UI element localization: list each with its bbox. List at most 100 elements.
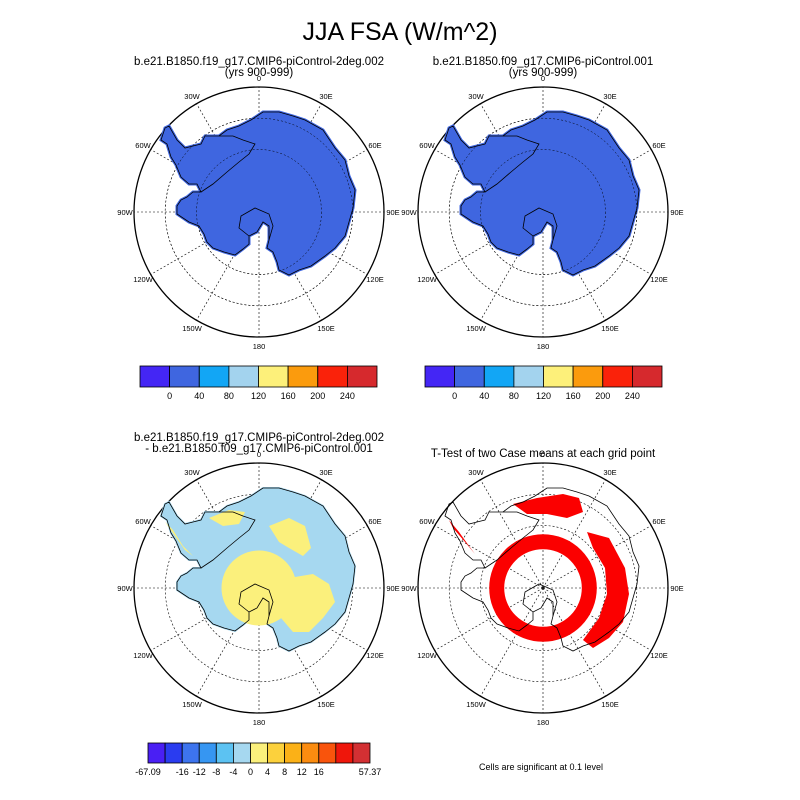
longitude-label: 120W <box>417 651 438 660</box>
colorbar-swatch <box>543 365 574 388</box>
colorbar-label: 80 <box>509 391 519 401</box>
colorbar-swatch <box>287 365 319 388</box>
longitude-label: 0 <box>541 74 545 83</box>
colorbar-label: 240 <box>340 391 355 401</box>
meridian-line <box>542 525 652 589</box>
significance-footnote: Cells are significant at 0.1 level <box>479 762 603 772</box>
longitude-label: 0 <box>257 74 261 83</box>
longitude-label: 150E <box>317 700 335 709</box>
colorbar-label: 8 <box>282 767 287 777</box>
longitude-label: 90W <box>401 584 417 593</box>
parallel-overlay <box>164 117 354 307</box>
longitude-label: 30E <box>319 92 332 101</box>
longitude-label: 60E <box>652 517 665 526</box>
panel-case2-title: b.e21.B1850.f09_g17.CMIP6-piControl.001 <box>433 56 654 68</box>
longitude-label: 90E <box>386 584 399 593</box>
significant-region <box>513 494 583 518</box>
longitude-label: 150W <box>182 324 203 333</box>
longitude-label: 90W <box>401 208 417 217</box>
longitude-label: 60E <box>368 141 381 150</box>
diff-positive-region <box>269 518 311 556</box>
longitude-label: 0 <box>541 450 545 459</box>
coastline <box>160 487 356 652</box>
longitude-label: 120E <box>366 275 384 284</box>
polar-map-case2: 0 30E 60E 90E 120E 150E 180 150W 120W 90W 60W 30W <box>401 74 683 351</box>
colorbar-label: 240 <box>625 391 640 401</box>
colorbar-swatch <box>301 742 320 764</box>
colorbar-label: 120 <box>536 391 551 401</box>
longitude-label: 180 <box>253 718 266 727</box>
longitude-label: 120W <box>133 651 154 660</box>
ronne-ice-shelf-outline <box>484 511 540 569</box>
longitude-label: 90E <box>386 208 399 217</box>
colorbar-swatch <box>352 742 371 764</box>
panel-case2-subtitle: (yrs 900-999) <box>509 67 578 79</box>
ross-ice-shelf-outline <box>238 583 274 617</box>
colorbar-swatch <box>267 742 286 764</box>
colorbar-label: -67.09 <box>135 767 161 777</box>
colorbar-label: 200 <box>595 391 610 401</box>
longitude-label: 150W <box>466 700 487 709</box>
panel-ttest-title: T-Test of two Case means at each grid po… <box>431 448 656 460</box>
colorbar-label: 80 <box>224 391 234 401</box>
colorbar-label: 16 <box>314 767 324 777</box>
colorbar-difference: -67.09 -16 -12 -8 -4 0 4 8 12 16 57.37 <box>135 742 381 777</box>
meridian-line <box>480 479 544 589</box>
ronne-ice-shelf-outline <box>484 135 540 193</box>
polar-map-case1: 0 30E 60E 90E 120E 150E 180 150W 120W 90W 60W 30W <box>117 74 399 351</box>
panel-case2: b.e21.B1850.f09_g17.CMIP6-piControl.001 … <box>401 56 683 351</box>
meridian-line <box>542 587 652 651</box>
figure-title: JJA FSA (W/m^2) <box>302 18 497 46</box>
coastline <box>444 111 640 276</box>
longitude-label: 60W <box>419 517 435 526</box>
colorbar-swatch <box>317 365 348 388</box>
panel-difference-title: b.e21.B1850.f19_g17.CMIP6-piControl-2deg… <box>134 432 384 444</box>
longitude-label: 90W <box>117 208 133 217</box>
longitude-label: 180 <box>537 342 550 351</box>
longitude-label: 60E <box>652 141 665 150</box>
colorbar-swatch <box>181 742 200 764</box>
longitude-label: 150W <box>466 324 487 333</box>
significant-ring <box>489 534 597 642</box>
longitude-label: 30E <box>603 92 616 101</box>
significant-region <box>583 532 629 648</box>
colorbar-swatch <box>632 365 663 388</box>
colorbar-swatch <box>198 365 230 388</box>
colorbar-swatch <box>602 365 633 388</box>
polar-map-difference: 0 30E 60E 90E 120E 150E 180 150W 120W 90W 60W 30W <box>117 450 399 727</box>
colorbar-swatch <box>483 365 515 388</box>
panel-difference: b.e21.B1850.f19_g17.CMIP6-piControl-2deg… <box>117 432 399 727</box>
ross-ice-shelf-outline <box>522 583 558 617</box>
colorbar-label: 12 <box>297 767 307 777</box>
longitude-label: 30W <box>184 92 200 101</box>
longitude-label: 120W <box>133 275 154 284</box>
coastline <box>160 111 356 276</box>
meridian-line <box>542 479 606 589</box>
parallel-circle <box>480 525 606 651</box>
longitude-label: 60W <box>135 517 151 526</box>
colorbar-label: 0 <box>167 391 172 401</box>
colorbar-swatch <box>572 365 604 388</box>
longitude-label: 0 <box>257 450 261 459</box>
colorbar-swatch <box>147 742 166 764</box>
longitude-label: 180 <box>537 718 550 727</box>
coastline <box>444 487 640 652</box>
longitude-label: 150E <box>601 324 619 333</box>
diff-positive-pole <box>221 550 297 626</box>
colorbar-swatch <box>169 365 200 388</box>
panel-ttest: T-Test of two Case means at each grid po… <box>401 448 683 772</box>
polar-map-ttest: 0 30E 60E 90E 120E 150E 180 150W 120W 90W 60W 30W <box>401 450 683 727</box>
colorbar-swatch <box>346 365 378 388</box>
longitude-label: 90W <box>117 584 133 593</box>
longitude-label: 30W <box>468 92 484 101</box>
ronne-ice-shelf-outline <box>200 511 256 569</box>
panel-case1-title: b.e21.B1850.f19_g17.CMIP6-piControl-2deg… <box>134 56 384 68</box>
colorbar-label: 4 <box>265 767 270 777</box>
ronne-ice-shelf-outline <box>200 135 256 193</box>
colorbar-case2: 0 40 80 120 160 200 240 <box>424 365 663 401</box>
longitude-label: 30E <box>319 468 332 477</box>
longitude-label: 60E <box>368 517 381 526</box>
colorbar-swatch <box>258 365 289 388</box>
longitude-label: 90E <box>670 584 683 593</box>
panel-difference-subtitle: - b.e21.B1850.f09_g17.CMIP6-piControl.00… <box>145 443 373 455</box>
